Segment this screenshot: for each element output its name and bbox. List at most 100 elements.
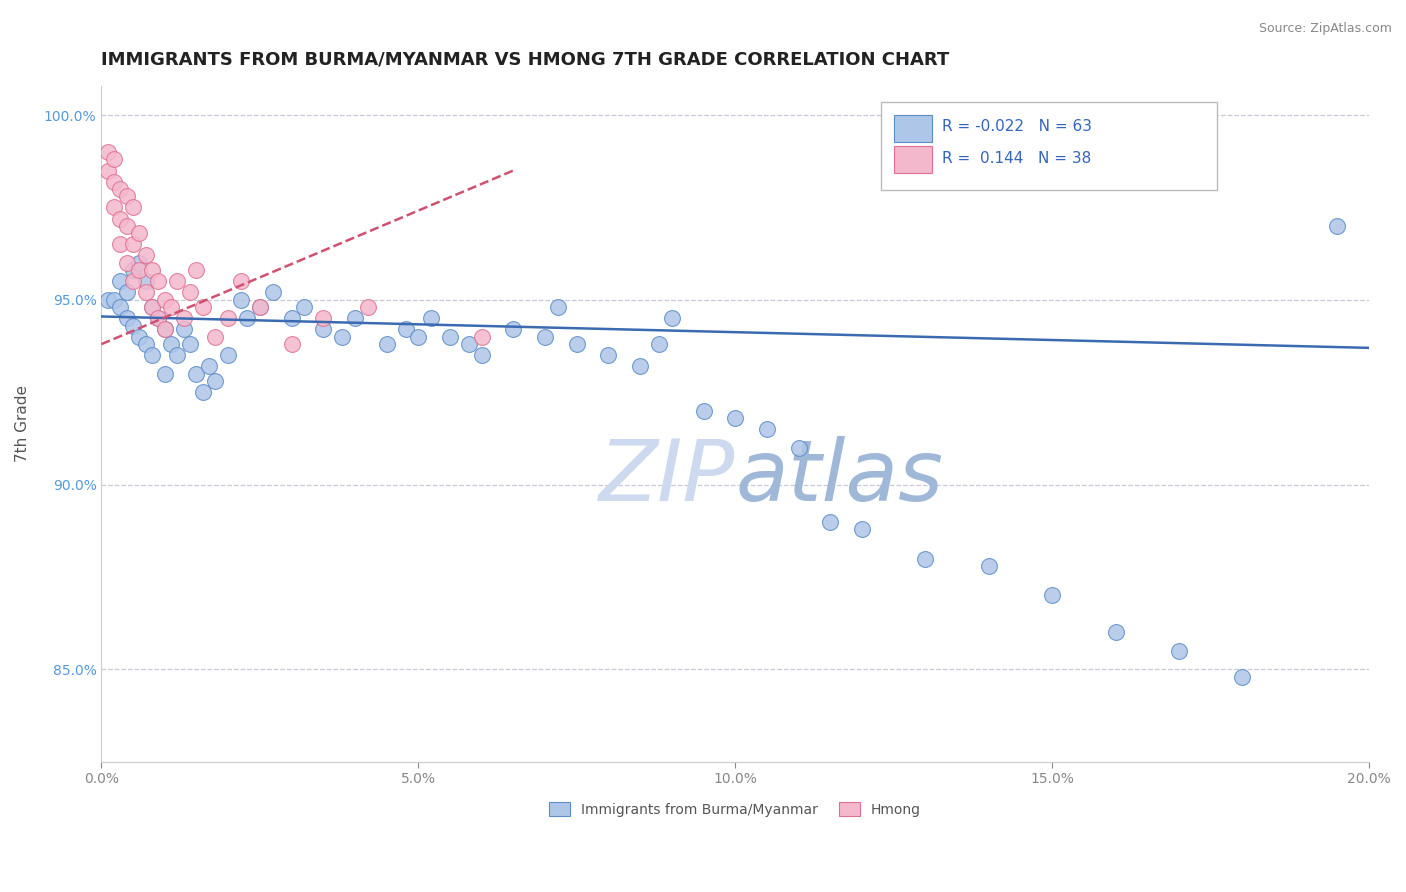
Point: [598, 348, 620, 362]
Point: [471, 348, 494, 362]
Point: [249, 300, 271, 314]
Point: [186, 367, 208, 381]
Point: [153, 367, 176, 381]
Point: [186, 263, 208, 277]
Point: [280, 337, 302, 351]
Point: [166, 348, 188, 362]
Text: ZIP: ZIP: [599, 436, 735, 519]
Point: [97, 145, 120, 159]
Point: [103, 293, 125, 307]
Point: [122, 274, 145, 288]
Point: [153, 322, 176, 336]
Point: [356, 300, 378, 314]
Point: [115, 285, 138, 300]
Point: [330, 330, 353, 344]
Point: [408, 330, 430, 344]
Point: [141, 300, 163, 314]
Text: R = -0.022   N = 63: R = -0.022 N = 63: [942, 120, 1092, 135]
Point: [97, 293, 120, 307]
Point: [115, 219, 138, 233]
Point: [1326, 219, 1348, 233]
Point: [110, 300, 132, 314]
Point: [128, 256, 150, 270]
Point: [141, 300, 163, 314]
Point: [103, 175, 125, 189]
Point: [153, 322, 176, 336]
Point: [851, 522, 873, 536]
Point: [160, 337, 183, 351]
Text: IMMIGRANTS FROM BURMA/MYANMAR VS HMONG 7TH GRADE CORRELATION CHART: IMMIGRANTS FROM BURMA/MYANMAR VS HMONG 7…: [101, 51, 949, 69]
Point: [249, 300, 271, 314]
Point: [141, 263, 163, 277]
Point: [198, 359, 221, 374]
Point: [262, 285, 284, 300]
Point: [115, 256, 138, 270]
Point: [173, 322, 195, 336]
FancyBboxPatch shape: [882, 103, 1218, 190]
Point: [115, 311, 138, 326]
Point: [103, 153, 125, 167]
Point: [115, 189, 138, 203]
Point: [229, 293, 252, 307]
FancyBboxPatch shape: [894, 114, 932, 142]
Point: [692, 403, 714, 417]
Point: [179, 337, 201, 351]
Point: [122, 201, 145, 215]
Text: atlas: atlas: [735, 436, 943, 519]
Point: [420, 311, 443, 326]
Point: [236, 311, 259, 326]
Point: [395, 322, 418, 336]
Point: [153, 293, 176, 307]
Point: [148, 311, 170, 326]
Point: [191, 385, 214, 400]
Point: [128, 263, 150, 277]
Point: [110, 211, 132, 226]
Point: [547, 300, 569, 314]
Point: [280, 311, 302, 326]
Text: Source: ZipAtlas.com: Source: ZipAtlas.com: [1258, 22, 1392, 36]
Point: [724, 411, 747, 425]
Point: [135, 337, 157, 351]
Point: [166, 274, 188, 288]
Point: [122, 318, 145, 333]
Point: [110, 237, 132, 252]
Point: [977, 558, 1000, 573]
Point: [229, 274, 252, 288]
Point: [135, 274, 157, 288]
Point: [343, 311, 366, 326]
Point: [191, 300, 214, 314]
Point: [1040, 589, 1063, 603]
Point: [458, 337, 481, 351]
Point: [141, 348, 163, 362]
Point: [204, 374, 226, 388]
Point: [135, 285, 157, 300]
Y-axis label: 7th Grade: 7th Grade: [15, 385, 30, 462]
Point: [375, 337, 398, 351]
Point: [820, 515, 842, 529]
Point: [914, 551, 936, 566]
Point: [217, 348, 239, 362]
Point: [661, 311, 683, 326]
Point: [787, 441, 810, 455]
Point: [439, 330, 461, 344]
Point: [204, 330, 226, 344]
Point: [110, 182, 132, 196]
Point: [179, 285, 201, 300]
Point: [1232, 670, 1254, 684]
Point: [135, 248, 157, 262]
Point: [103, 201, 125, 215]
Point: [534, 330, 557, 344]
Point: [128, 330, 150, 344]
Text: R =  0.144   N = 38: R = 0.144 N = 38: [942, 151, 1091, 166]
Point: [312, 311, 335, 326]
Point: [565, 337, 588, 351]
Point: [160, 300, 183, 314]
Point: [217, 311, 239, 326]
Point: [173, 311, 195, 326]
Point: [148, 274, 170, 288]
FancyBboxPatch shape: [894, 146, 932, 173]
Point: [148, 311, 170, 326]
Point: [1168, 644, 1191, 658]
Point: [502, 322, 524, 336]
Point: [648, 337, 671, 351]
